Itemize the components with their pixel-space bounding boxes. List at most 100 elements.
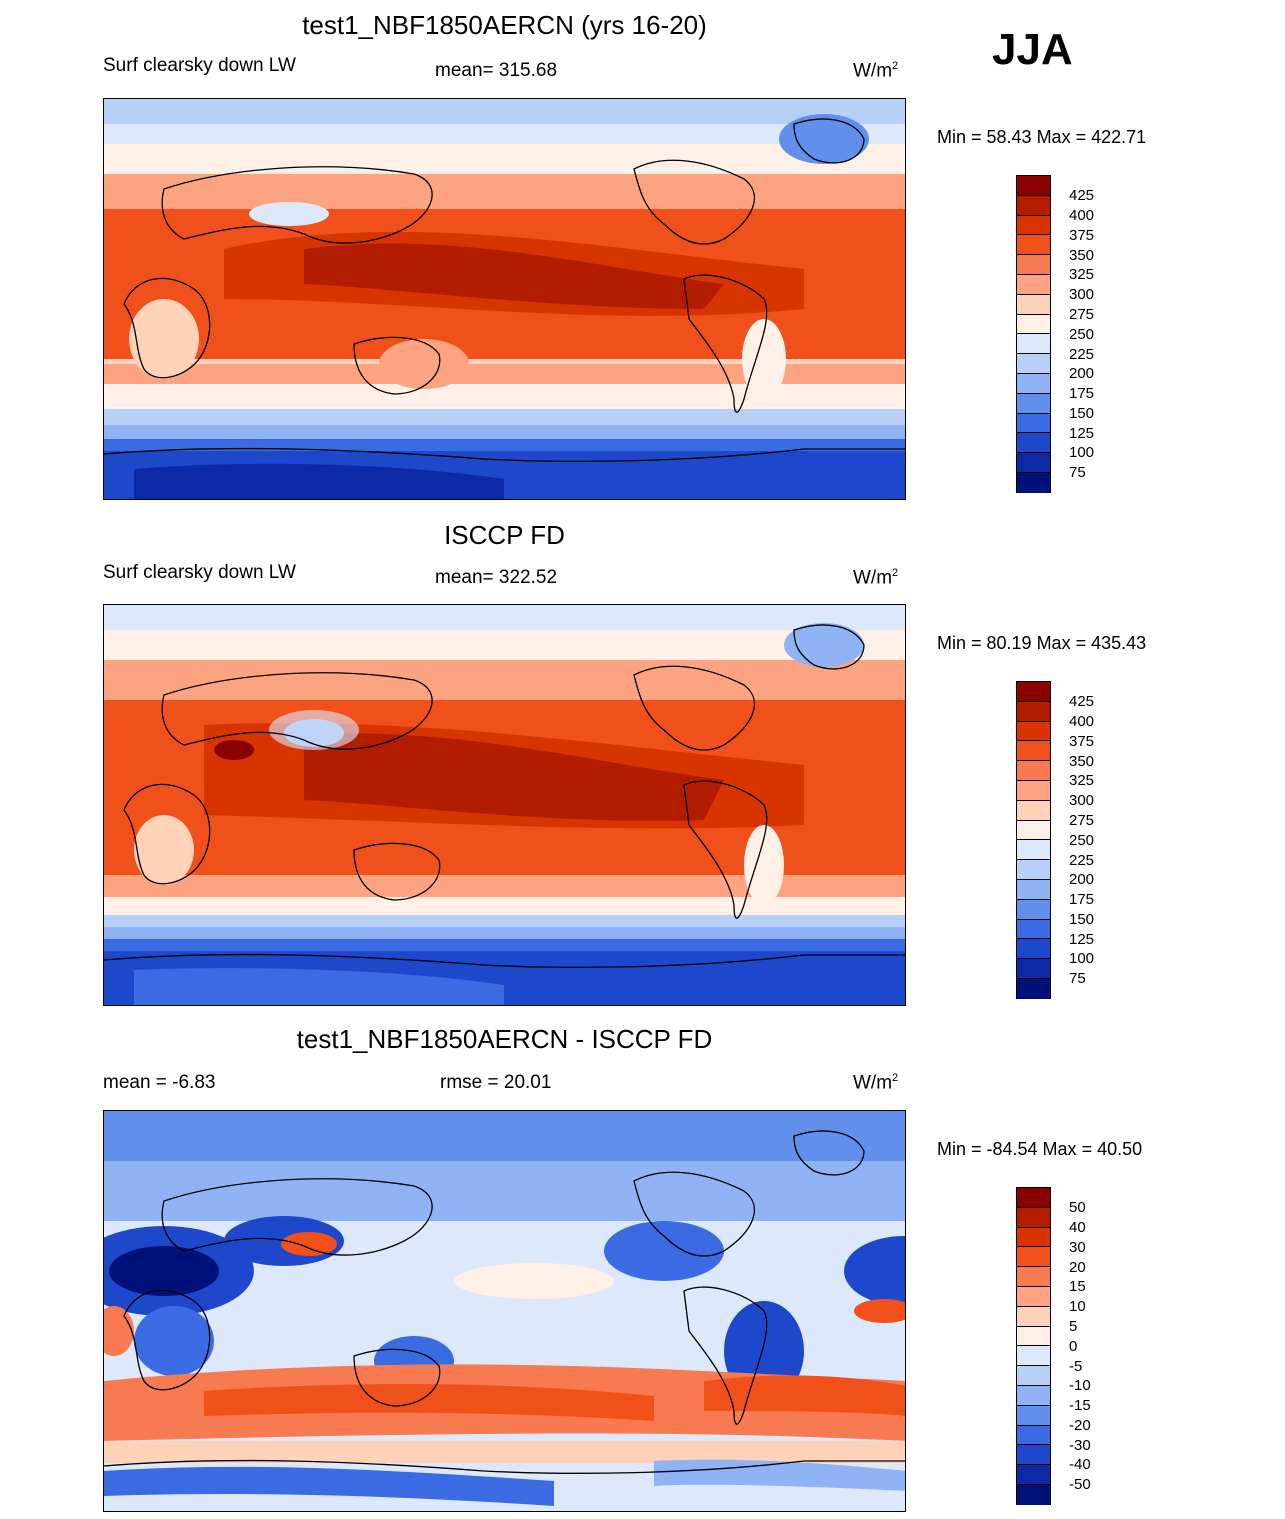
panel1-map — [103, 98, 906, 500]
panel2-map-field — [104, 605, 905, 1005]
panel3-colorbar-swatch — [1017, 1385, 1050, 1406]
panel2-tick: 250 — [1069, 832, 1095, 849]
panel3-colorbar-swatch — [1017, 1445, 1050, 1466]
panel3-colorbar-swatch — [1017, 1405, 1050, 1426]
panel3-tick: 5 — [1069, 1318, 1078, 1335]
panel2-colorbar — [1016, 681, 1051, 999]
panel3-colorbar-swatch — [1017, 1286, 1050, 1307]
panel1-tick: 275 — [1069, 306, 1095, 323]
panel2-tick: 200 — [1069, 871, 1095, 888]
panel3-mean: mean = -6.83 — [103, 1072, 216, 1093]
panel1-colorbar-swatch — [1017, 215, 1050, 236]
panel3-colorbar-swatch — [1017, 1346, 1050, 1367]
panel2-colorbar-swatch — [1017, 978, 1050, 999]
panel1-tick: 350 — [1069, 247, 1095, 264]
panel3-tick: 15 — [1069, 1278, 1086, 1295]
panel2-tick: 100 — [1069, 950, 1095, 967]
panel2-units: W/m2 — [853, 567, 899, 589]
panel2-title: ISCCP FD — [444, 520, 565, 550]
panel1-tick: 250 — [1069, 326, 1095, 343]
panel3-colorbar-swatch — [1017, 1366, 1050, 1386]
panel1-tick: 100 — [1069, 444, 1095, 461]
panel2-colorbar-swatch — [1017, 682, 1050, 702]
panel2-colorbar-swatch — [1017, 840, 1050, 861]
panel2-colorbar-swatch — [1017, 860, 1050, 880]
panel3-minmax: Min = -84.54 Max = 40.50 — [937, 1139, 1143, 1159]
panel2-tick: 125 — [1069, 931, 1095, 948]
panel3-rmse: rmse = 20.01 — [440, 1072, 552, 1093]
panel2-colorbar-swatch — [1017, 959, 1050, 979]
panel2-tick: 275 — [1069, 812, 1095, 829]
panel2-mean: mean= 322.52 — [435, 567, 558, 588]
panel2-colorbar-swatch — [1017, 800, 1050, 821]
panel1-title: test1_NBF1850AERCN (yrs 16-20) — [302, 10, 707, 40]
panel2-colorbar-swatch — [1017, 820, 1050, 841]
panel1-tick: 375 — [1069, 227, 1095, 244]
panel2-colorbar-swatch — [1017, 761, 1050, 781]
panel3-colorbar-swatch — [1017, 1465, 1050, 1485]
panel1-colorbar-swatch — [1017, 433, 1050, 454]
panel3-tick: -50 — [1069, 1476, 1091, 1493]
panel2-tick: 375 — [1069, 733, 1095, 750]
panel2-left-label: Surf clearsky down LW — [103, 562, 296, 583]
panel3-colorbar — [1016, 1187, 1051, 1505]
panel3-colorbar-swatch — [1017, 1425, 1050, 1446]
panel2-colorbar-swatch — [1017, 780, 1050, 801]
panel3-colorbar-swatch — [1017, 1267, 1050, 1287]
panel1-colorbar-swatch — [1017, 393, 1050, 414]
panel1-tick: 300 — [1069, 286, 1095, 303]
panel2-colorbar-swatch — [1017, 879, 1050, 900]
panel1-colorbar-swatch — [1017, 255, 1050, 275]
panel2-tick: 400 — [1069, 713, 1095, 730]
panel3-tick: -5 — [1069, 1358, 1083, 1375]
panel2-colorbar-swatch — [1017, 741, 1050, 762]
panel1-map-field — [104, 99, 905, 499]
panel3-colorbar-swatch — [1017, 1306, 1050, 1327]
panel1-tick: 200 — [1069, 365, 1095, 382]
panel3-tick: -10 — [1069, 1377, 1091, 1394]
panel1-colorbar-swatch — [1017, 294, 1050, 315]
panel1-tick: 75 — [1069, 464, 1086, 481]
panel2-minmax: Min = 80.19 Max = 435.43 — [937, 633, 1147, 653]
panel2-tick: 150 — [1069, 911, 1095, 928]
panel1-tick: 125 — [1069, 425, 1095, 442]
panel1-colorbar-swatch — [1017, 176, 1050, 196]
panel2-tick: 225 — [1069, 852, 1095, 869]
panel2-tick: 175 — [1069, 891, 1095, 908]
panel1-colorbar-swatch — [1017, 274, 1050, 295]
panel3-colorbar-swatch — [1017, 1326, 1050, 1347]
panel2-tick: 425 — [1069, 693, 1095, 710]
panel1-tick: 225 — [1069, 346, 1095, 363]
panel2-tick: 350 — [1069, 753, 1095, 770]
panel3-colorbar-swatch — [1017, 1207, 1050, 1228]
panel1-colorbar — [1016, 175, 1051, 493]
panel1-tick: 175 — [1069, 385, 1095, 402]
panel3-tick: -40 — [1069, 1456, 1091, 1473]
panel3-title: test1_NBF1850AERCN - ISCCP FD — [296, 1024, 713, 1054]
panel3-tick: 50 — [1069, 1199, 1086, 1216]
panel2-tick: 300 — [1069, 792, 1095, 809]
panel1-colorbar-swatch — [1017, 195, 1050, 216]
panel1-units: W/m2 — [853, 60, 899, 82]
panel2-tick: 325 — [1069, 772, 1095, 789]
panel3-tick: -15 — [1069, 1397, 1091, 1414]
panel1-tick: 400 — [1069, 207, 1095, 224]
panel3-colorbar-swatch — [1017, 1247, 1050, 1268]
panel3-map-field — [104, 1111, 905, 1511]
panel3-colorbar-swatch — [1017, 1188, 1050, 1208]
panel3-colorbar-swatch — [1017, 1227, 1050, 1248]
panel2-colorbar-swatch — [1017, 721, 1050, 742]
panel2-colorbar-swatch — [1017, 701, 1050, 722]
panel3-tick: 10 — [1069, 1298, 1086, 1315]
panel1-colorbar-swatch — [1017, 334, 1050, 355]
panel1-left-label: Surf clearsky down LW — [103, 55, 296, 76]
panel3-tick: 40 — [1069, 1219, 1086, 1236]
panel3-map — [103, 1110, 906, 1512]
panel3-tick: -20 — [1069, 1417, 1091, 1434]
panel1-tick: 425 — [1069, 187, 1095, 204]
panel1-minmax: Min = 58.43 Max = 422.71 — [937, 127, 1147, 147]
panel2-colorbar-swatch — [1017, 939, 1050, 960]
panel1-colorbar-swatch — [1017, 413, 1050, 434]
panel2-map — [103, 604, 906, 1006]
season-label: JJA — [992, 25, 1073, 74]
